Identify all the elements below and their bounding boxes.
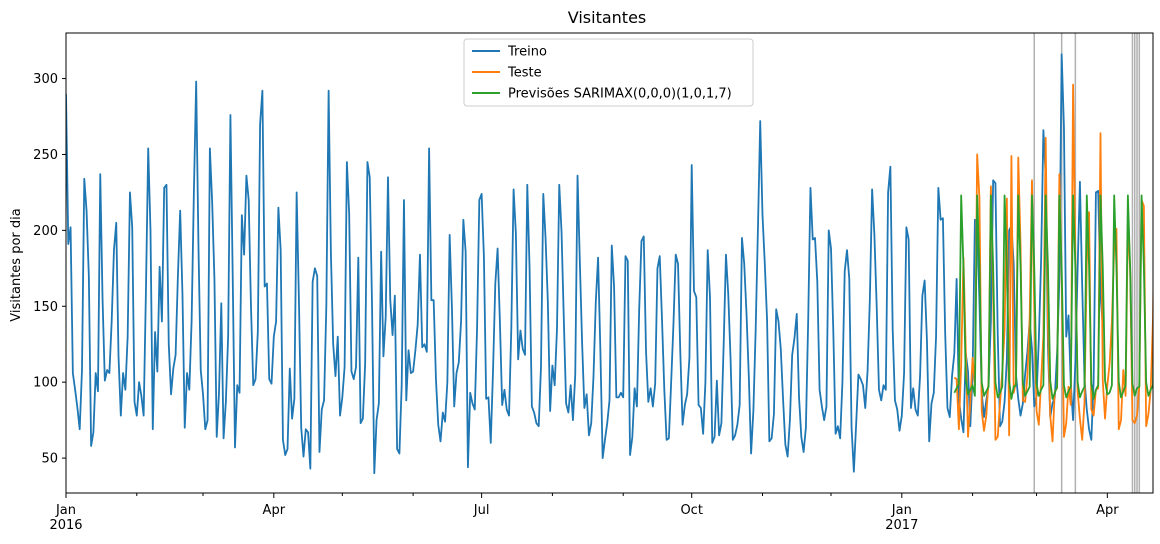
y-tick-label: 150 xyxy=(33,300,58,315)
series-line-1 xyxy=(66,53,1104,475)
y-axis-label: Visitantes por dia xyxy=(9,208,24,321)
legend-label-1: Treino xyxy=(507,45,547,60)
x-tick-label: Oct xyxy=(680,503,702,518)
y-tick-label: 200 xyxy=(33,224,58,239)
chart-title: Visitantes xyxy=(568,8,647,27)
y-tick-label: 250 xyxy=(33,148,58,163)
x-tick-label: Apr xyxy=(263,503,286,518)
legend-label-2: Teste xyxy=(507,66,542,81)
y-axis: 50 100 150 200 250 300 xyxy=(33,72,66,467)
x-tick-year-label: 2016 xyxy=(49,518,82,533)
plot-area xyxy=(66,33,1153,493)
plot-frame xyxy=(65,32,1154,494)
y-tick-label: 50 xyxy=(41,452,58,467)
series-line-3 xyxy=(953,194,1153,400)
x-tick-label: Apr xyxy=(1096,503,1119,518)
x-tick-label: Jan xyxy=(55,503,76,518)
x-tick-year-label: 2017 xyxy=(885,518,918,533)
legend: Treino Teste Previsões SARIMAX(0,0,0)(1,0,… xyxy=(463,38,754,107)
y-tick-label: 100 xyxy=(33,376,58,391)
x-tick-label: Jan xyxy=(891,503,912,518)
y-tick-label: 300 xyxy=(33,72,58,87)
legend-label-3: Previsões SARIMAX(0,0,0)(1,0,1,7) xyxy=(508,87,732,102)
x-tick-label: Jul xyxy=(473,503,490,518)
legend-box xyxy=(463,38,754,107)
